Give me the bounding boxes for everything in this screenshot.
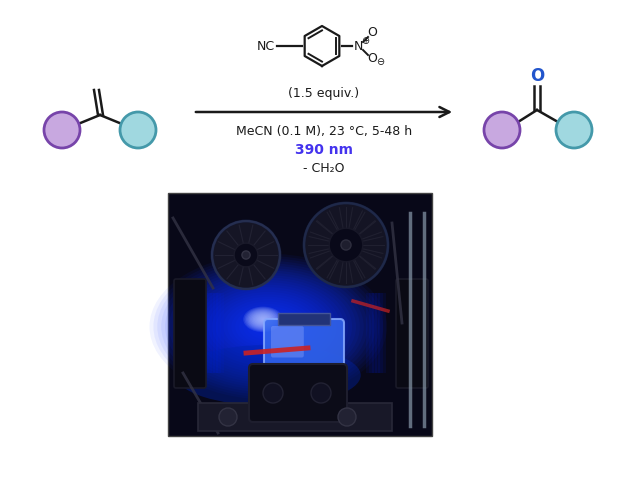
Bar bbox=[198, 403, 392, 431]
Circle shape bbox=[44, 112, 80, 148]
Bar bbox=[213, 293, 221, 373]
Circle shape bbox=[219, 408, 237, 426]
Ellipse shape bbox=[223, 299, 313, 354]
Circle shape bbox=[484, 112, 520, 148]
Bar bbox=[204, 293, 212, 373]
Ellipse shape bbox=[154, 256, 383, 397]
Circle shape bbox=[120, 112, 156, 148]
Ellipse shape bbox=[244, 308, 282, 331]
Ellipse shape bbox=[157, 259, 380, 395]
Ellipse shape bbox=[247, 309, 279, 329]
Ellipse shape bbox=[259, 316, 268, 323]
Text: ⊕: ⊕ bbox=[361, 36, 369, 46]
FancyBboxPatch shape bbox=[271, 326, 304, 358]
Ellipse shape bbox=[169, 266, 367, 388]
FancyBboxPatch shape bbox=[264, 319, 344, 382]
Text: MeCN (0.1 M), 23 °C, 5-48 h: MeCN (0.1 M), 23 °C, 5-48 h bbox=[236, 125, 412, 139]
Ellipse shape bbox=[208, 289, 329, 364]
Text: - CH₂O: - CH₂O bbox=[303, 161, 345, 175]
Bar bbox=[278, 313, 330, 325]
FancyBboxPatch shape bbox=[396, 279, 428, 388]
Ellipse shape bbox=[188, 277, 348, 376]
Circle shape bbox=[556, 112, 592, 148]
Circle shape bbox=[234, 243, 258, 267]
Ellipse shape bbox=[165, 264, 372, 390]
Circle shape bbox=[329, 228, 363, 262]
Ellipse shape bbox=[239, 309, 298, 345]
Ellipse shape bbox=[235, 306, 301, 347]
Ellipse shape bbox=[180, 273, 356, 381]
Bar bbox=[375, 293, 383, 373]
Ellipse shape bbox=[231, 304, 305, 349]
Ellipse shape bbox=[227, 301, 309, 352]
Ellipse shape bbox=[173, 268, 364, 385]
Ellipse shape bbox=[177, 270, 360, 383]
Ellipse shape bbox=[262, 323, 275, 330]
Ellipse shape bbox=[257, 315, 269, 324]
Ellipse shape bbox=[252, 312, 275, 327]
Bar bbox=[168, 193, 432, 436]
Text: NC: NC bbox=[257, 39, 275, 52]
Ellipse shape bbox=[261, 318, 265, 321]
Text: O: O bbox=[367, 52, 377, 65]
Bar bbox=[366, 293, 374, 373]
Ellipse shape bbox=[193, 280, 344, 373]
Ellipse shape bbox=[200, 285, 337, 369]
Text: O: O bbox=[367, 26, 377, 39]
Ellipse shape bbox=[196, 282, 340, 371]
Ellipse shape bbox=[251, 316, 286, 337]
Ellipse shape bbox=[249, 310, 277, 329]
Ellipse shape bbox=[255, 318, 282, 335]
Ellipse shape bbox=[204, 287, 333, 366]
Circle shape bbox=[304, 203, 388, 287]
Ellipse shape bbox=[260, 317, 266, 322]
Bar bbox=[210, 293, 218, 373]
Circle shape bbox=[212, 221, 280, 289]
Circle shape bbox=[341, 240, 351, 250]
Bar bbox=[216, 293, 224, 373]
Ellipse shape bbox=[247, 313, 290, 340]
Circle shape bbox=[263, 383, 283, 403]
Ellipse shape bbox=[184, 275, 352, 378]
FancyBboxPatch shape bbox=[249, 364, 347, 422]
Text: O: O bbox=[530, 67, 544, 85]
Ellipse shape bbox=[243, 311, 294, 342]
Ellipse shape bbox=[220, 297, 317, 357]
Circle shape bbox=[338, 408, 356, 426]
Bar bbox=[369, 293, 377, 373]
Ellipse shape bbox=[250, 311, 276, 328]
Text: N: N bbox=[353, 39, 363, 52]
Bar bbox=[372, 293, 380, 373]
Ellipse shape bbox=[255, 314, 271, 324]
FancyBboxPatch shape bbox=[174, 279, 206, 388]
Ellipse shape bbox=[254, 313, 272, 325]
Ellipse shape bbox=[259, 321, 278, 333]
Ellipse shape bbox=[216, 294, 321, 359]
Text: (1.5 equiv.): (1.5 equiv.) bbox=[289, 87, 360, 100]
Ellipse shape bbox=[176, 345, 361, 406]
Ellipse shape bbox=[262, 319, 264, 320]
Text: ⊖: ⊖ bbox=[376, 57, 384, 67]
Circle shape bbox=[311, 383, 331, 403]
Bar bbox=[207, 293, 215, 373]
Ellipse shape bbox=[243, 307, 283, 332]
Ellipse shape bbox=[150, 254, 387, 399]
Bar bbox=[378, 293, 386, 373]
Circle shape bbox=[242, 251, 250, 259]
Ellipse shape bbox=[161, 261, 376, 392]
Ellipse shape bbox=[246, 308, 280, 330]
Ellipse shape bbox=[253, 313, 273, 326]
Ellipse shape bbox=[212, 292, 325, 361]
Text: 390 nm: 390 nm bbox=[295, 143, 353, 157]
